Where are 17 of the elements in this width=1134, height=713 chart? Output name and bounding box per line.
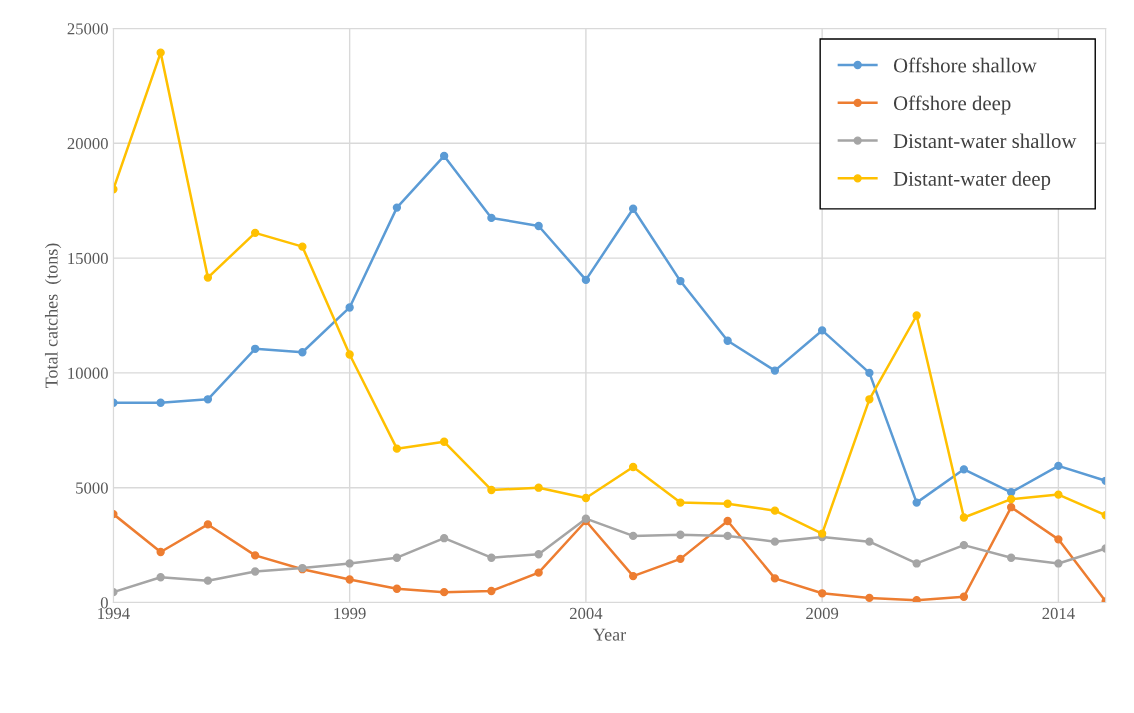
y-axis-title: Total catches (tons) (44, 243, 62, 388)
y-tick-label: 25000 (67, 23, 108, 35)
y-tick-label: 0 (100, 597, 108, 609)
x-tick-label: 2009 (806, 607, 839, 620)
y-tick-label: 10000 (68, 367, 108, 379)
x-tick-label: 1994 (98, 607, 130, 620)
legend-label: Offshore deep (893, 95, 1011, 115)
x-tick-label: 2014 (1042, 607, 1075, 620)
x-tick-label: 1999 (334, 607, 366, 620)
legend-label: Distant-water deep (893, 171, 1051, 191)
y-tick-label: 15000 (68, 252, 108, 265)
y-tick-label: 20000 (67, 138, 108, 150)
legend-label: Distant-water shallow (893, 133, 1077, 149)
x-tick-label: 2004 (569, 607, 603, 620)
y-tick-label: 5000 (76, 482, 108, 494)
legend-label: Offshore shallow (893, 57, 1037, 73)
x-axis-title: Year (593, 628, 626, 641)
